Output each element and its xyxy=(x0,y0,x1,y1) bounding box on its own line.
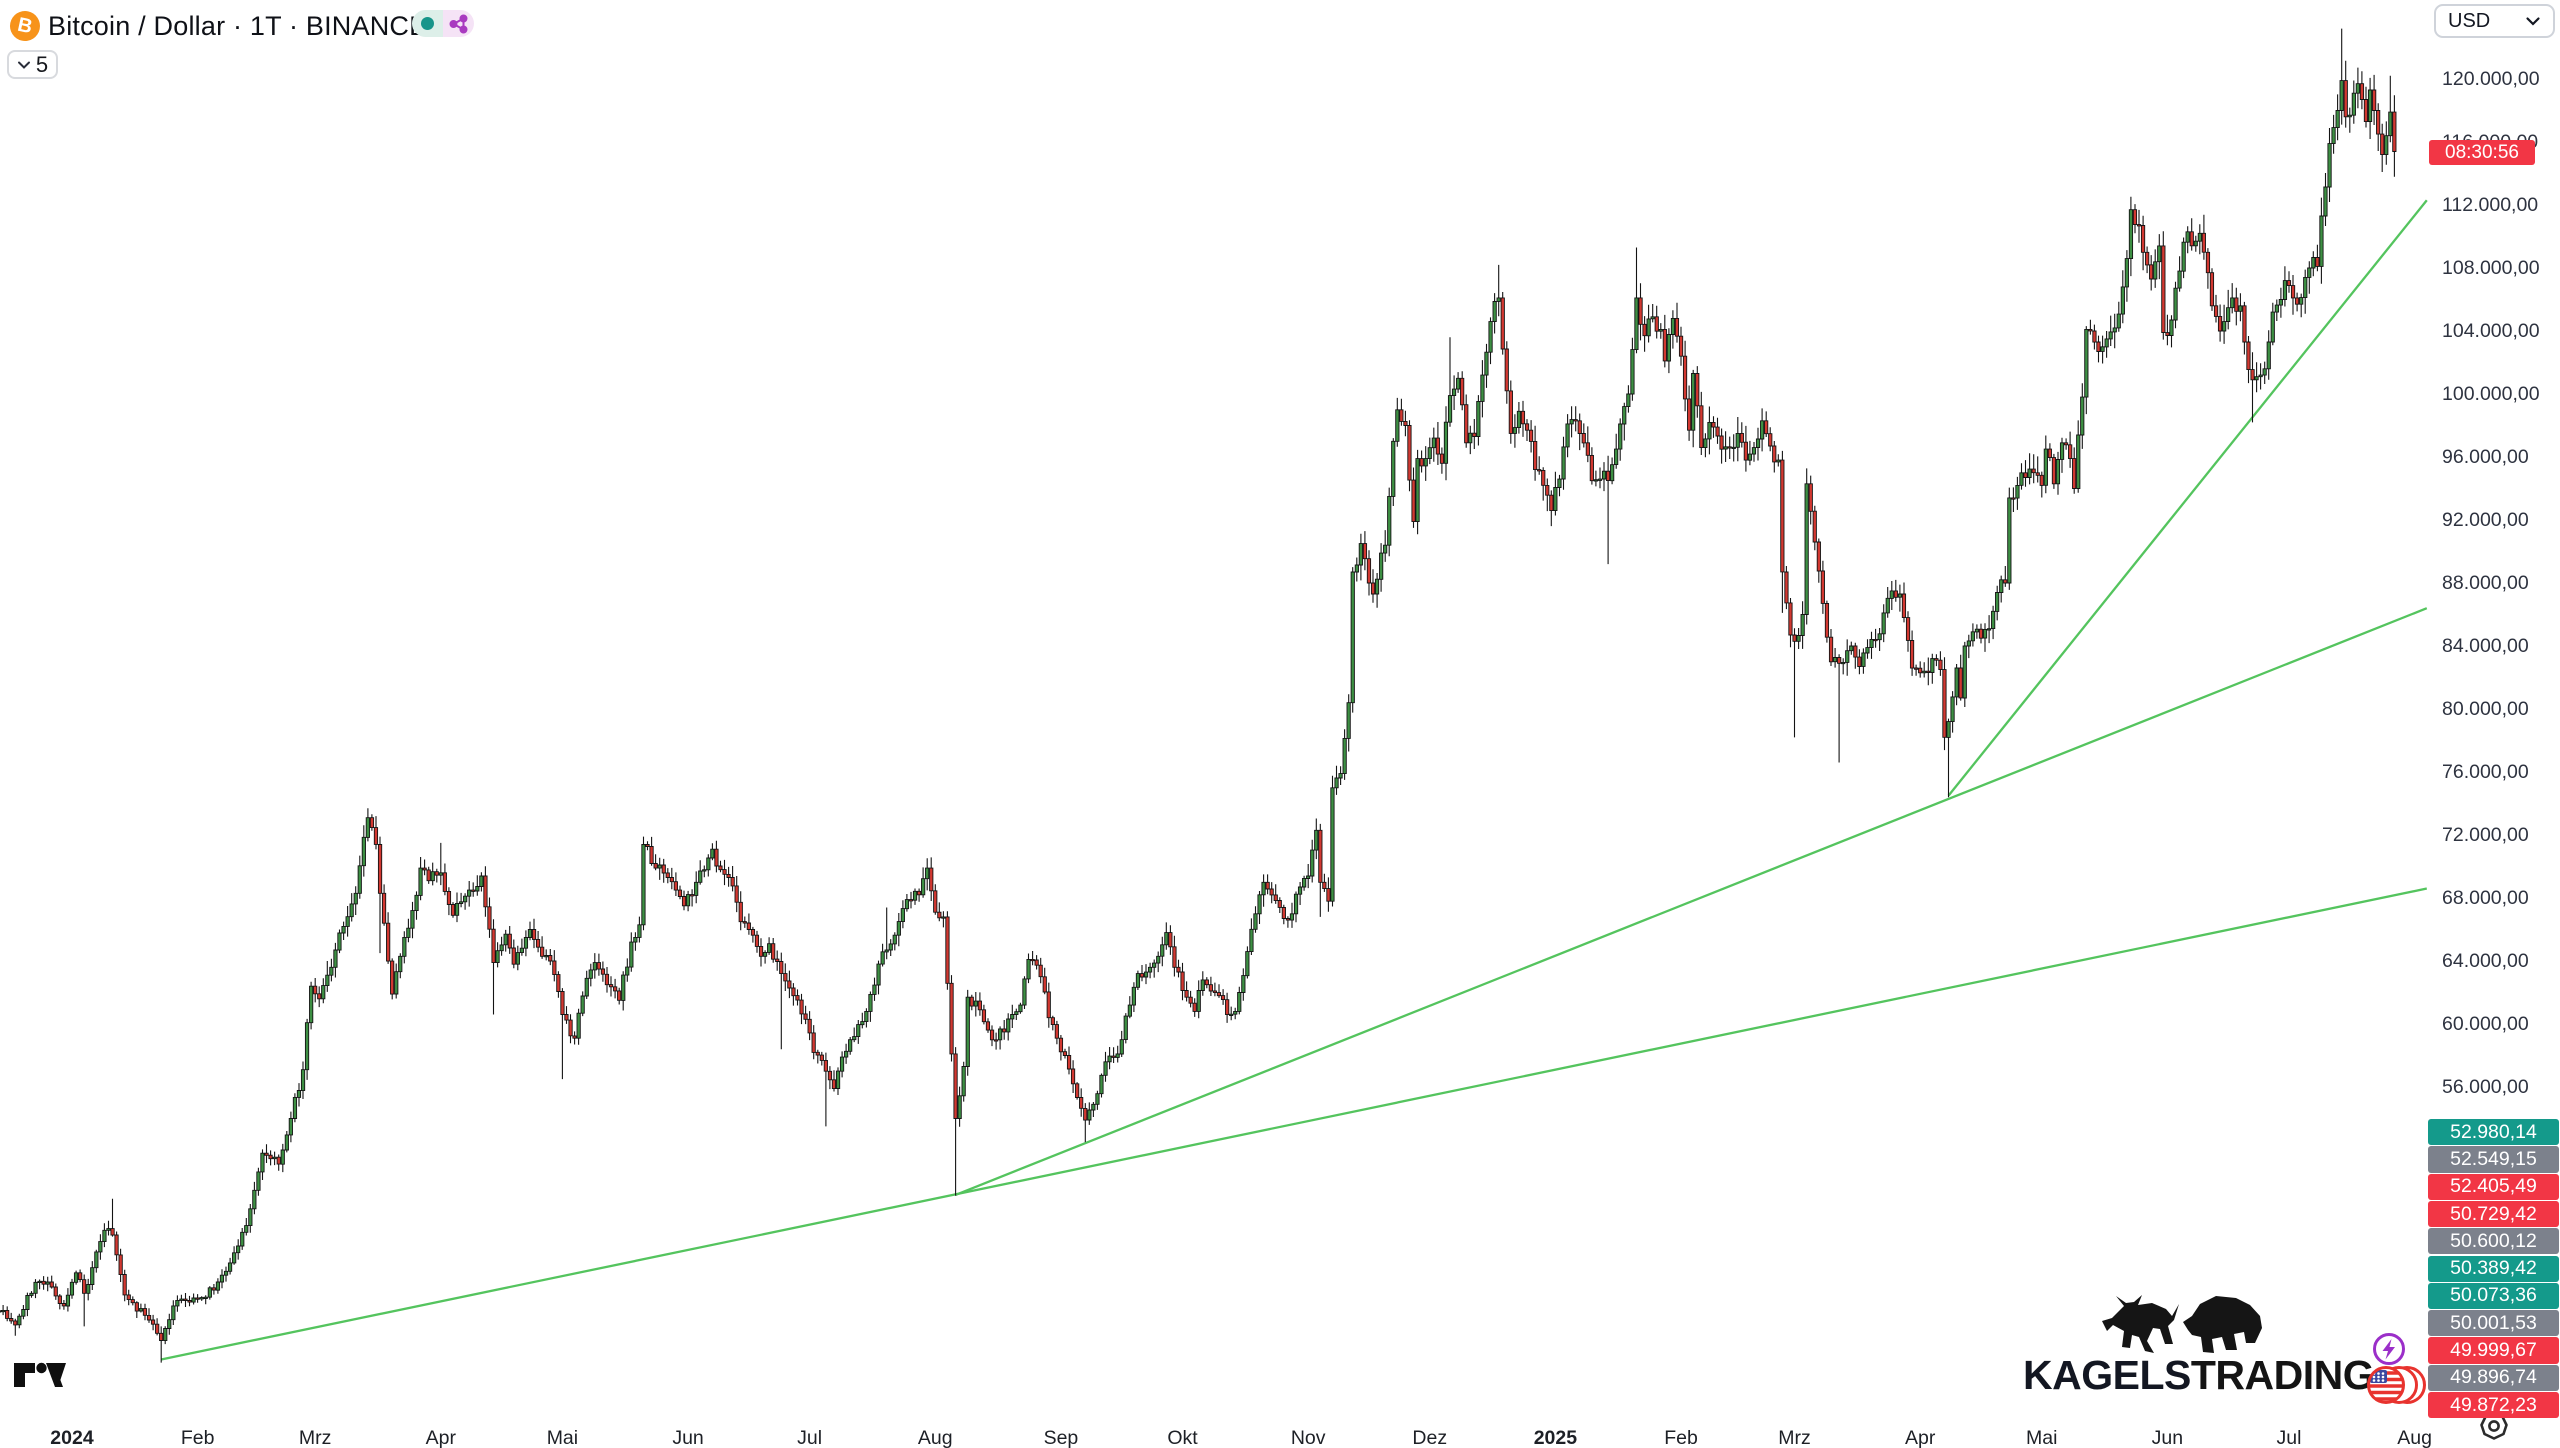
time-axis-label: Jul xyxy=(797,1427,823,1448)
time-axis[interactable]: 2024 Feb Mrz Apr Mai Jun Jul Aug Sep Okt Nov Dez 202… xyxy=(0,1408,2438,1448)
share-button[interactable] xyxy=(443,10,474,37)
price-level-label: 49.872,23 xyxy=(2428,1392,2559,1419)
price-tick: 68.000,00 xyxy=(2442,887,2529,909)
settings-button[interactable] xyxy=(2479,1411,2509,1441)
symbol-title[interactable]: Bitcoin / Dollar · 1T · BINANCE xyxy=(48,11,428,41)
chevron-down-icon xyxy=(2526,16,2540,26)
price-level-label: 49.896,74 xyxy=(2428,1364,2559,1391)
price-tick: 96.000,00 xyxy=(2442,446,2529,468)
time-axis-label: Aug xyxy=(917,1427,953,1448)
price-tick: 112.000,00 xyxy=(2442,194,2539,216)
time-axis-label: Mai xyxy=(546,1427,579,1448)
candle-bodies xyxy=(5,80,2397,1341)
bull-icon xyxy=(2102,1295,2179,1353)
time-axis-label: Apr xyxy=(425,1427,456,1448)
price-tick: 92.000,00 xyxy=(2442,509,2529,531)
share-icon xyxy=(449,14,467,33)
price-tick: 120.000,00 xyxy=(2442,68,2540,90)
time-axis-label: Apr xyxy=(1904,1427,1936,1448)
market-status-dot-icon xyxy=(421,17,434,30)
market-status-button[interactable] xyxy=(412,10,443,37)
price-level-label: 50.389,42 xyxy=(2428,1255,2559,1282)
time-axis-label: 2025 xyxy=(1533,1427,1578,1448)
price-level-label: 52.549,15 xyxy=(2428,1146,2559,1173)
price-tick: 100.000,00 xyxy=(2442,383,2540,405)
tradingview-logo[interactable] xyxy=(13,1360,67,1390)
price-tick: 64.000,00 xyxy=(2442,950,2529,972)
price-level-label: 49.999,67 xyxy=(2428,1337,2559,1364)
time-axis-label: Aug xyxy=(2397,1427,2432,1448)
price-tick: 88.000,00 xyxy=(2442,572,2529,594)
time-axis-label: Sep xyxy=(1043,1427,1079,1448)
time-axis-label: Jun xyxy=(2151,1427,2184,1448)
price-tick: 76.000,00 xyxy=(2442,761,2529,783)
time-axis-label: Feb xyxy=(180,1427,215,1448)
price-level-label: 50.600,12 xyxy=(2428,1228,2559,1255)
price-axis[interactable]: 120.000,00116.000,00112.000,00108.000,00… xyxy=(2432,0,2560,1410)
time-axis-label: Nov xyxy=(1290,1427,1326,1448)
indicator-count-label: 5 xyxy=(35,51,49,77)
us-flag-events-icon[interactable] xyxy=(2366,1364,2428,1406)
price-level-label: 50.729,42 xyxy=(2428,1200,2559,1228)
chevron-down-icon xyxy=(17,61,30,69)
price-tick: 80.000,00 xyxy=(2442,698,2529,720)
price-tick: 56.000,00 xyxy=(2442,1076,2529,1098)
trendline xyxy=(160,887,2428,1361)
time-axis-label: Okt xyxy=(1167,1427,1198,1448)
currency-label: USD xyxy=(2448,9,2491,32)
time-axis-label: Mrz xyxy=(298,1427,332,1448)
candle-bodies xyxy=(0,80,2393,1342)
price-level-label: 50.001,53 xyxy=(2428,1310,2559,1337)
time-axis-label: Mai xyxy=(2026,1427,2058,1448)
currency-selector[interactable]: USD xyxy=(2434,4,2555,38)
time-axis-label: Feb xyxy=(1664,1427,1698,1448)
price-tick: 104.000,00 xyxy=(2442,320,2540,342)
time-axis-label: Dez xyxy=(1412,1427,1448,1448)
time-axis-label: Jul xyxy=(2276,1427,2302,1448)
trendline xyxy=(1947,199,2428,797)
price-level-label: 52.405,49 xyxy=(2428,1173,2559,1200)
trendline xyxy=(955,607,2428,1196)
price-tick: 84.000,00 xyxy=(2442,635,2529,657)
time-axis-label: Mrz xyxy=(1778,1427,1811,1448)
bar-close-countdown: 08:30:56 xyxy=(2429,140,2535,165)
price-tick: 60.000,00 xyxy=(2442,1013,2529,1035)
kagels-logo-part2: TRADING xyxy=(2190,1352,2375,1398)
gear-icon xyxy=(2480,1411,2508,1440)
lightning-events-icon[interactable] xyxy=(2372,1332,2406,1366)
status-pill xyxy=(412,10,474,37)
time-axis-label: 2024 xyxy=(50,1427,94,1448)
price-level-label: 52.980,14 xyxy=(2428,1119,2559,1146)
kagels-logo-part1: KAGELS xyxy=(2023,1352,2191,1398)
bear-icon xyxy=(2183,1296,2262,1353)
candle-wicks xyxy=(2,28,2395,1363)
price-tick: 72.000,00 xyxy=(2442,824,2529,846)
indicators-collapsed-button[interactable]: 5 xyxy=(7,50,58,79)
price-tick: 108.000,00 xyxy=(2442,257,2540,279)
time-axis-label: Jun xyxy=(672,1427,704,1448)
kagels-trading-logo: KAGELSTRADING xyxy=(2023,1352,2375,1399)
price-level-label: 50.073,36 xyxy=(2428,1282,2559,1310)
